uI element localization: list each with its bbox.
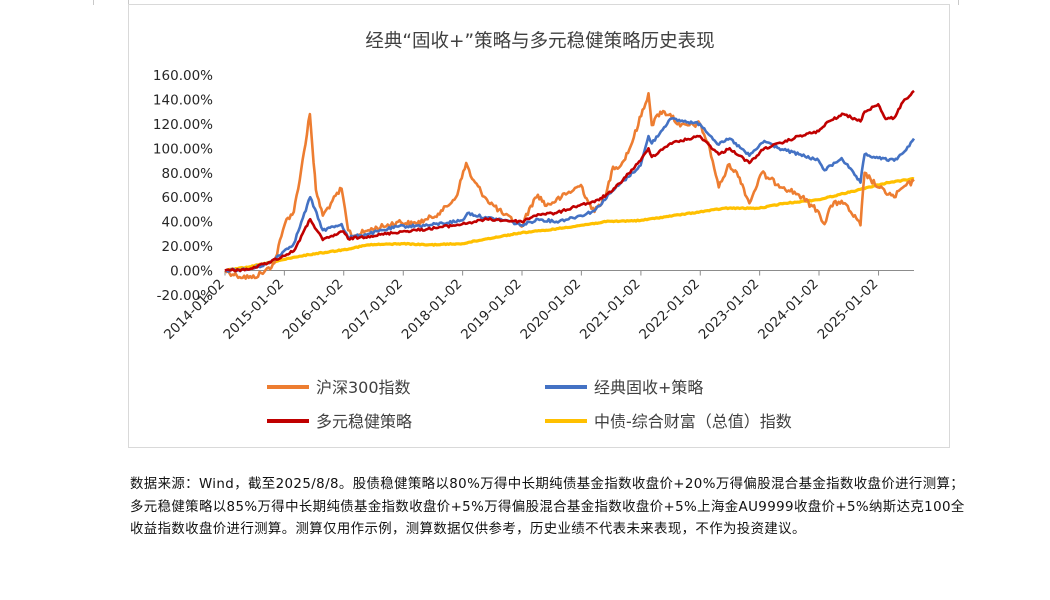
page-corner-mark <box>93 0 94 5</box>
page-corner-mark <box>958 0 959 5</box>
legend-label: 沪深300指数 <box>316 378 411 397</box>
line-chart: 经典“固收+”策略与多元稳健策略历史表现 -20.00% 0.00% 20.00% 4… <box>153 31 916 431</box>
y-tick-label: 160.00% <box>153 68 213 84</box>
x-tick-label: 2020-01-02 <box>517 276 584 343</box>
x-tick-label: 2025-01-02 <box>815 276 882 343</box>
x-tick-label: 2023-01-02 <box>696 276 763 343</box>
y-tick-label: 120.00% <box>153 117 213 133</box>
source-footnote: 数据来源：Wind，截至2025/8/8。股债稳健策略以80%万得中长期纯债基金… <box>130 477 965 538</box>
legend-label: 多元稳健策略 <box>316 412 412 431</box>
x-tick-label: 2014-01-02 <box>161 276 228 343</box>
y-tick-label: 40.00% <box>162 215 214 231</box>
x-tick-label: 2018-01-02 <box>399 276 466 343</box>
x-tick-label: 2015-01-02 <box>220 276 287 343</box>
x-tick-label: 2016-01-02 <box>280 276 347 343</box>
x-tick-label: 2019-01-02 <box>458 276 525 343</box>
y-tick-label: 80.00% <box>162 166 214 182</box>
x-tick-label: 2021-01-02 <box>577 276 644 343</box>
series-line <box>224 117 916 273</box>
x-tick-label: 2022-01-02 <box>636 276 703 343</box>
x-tick-label: 2017-01-02 <box>339 276 406 343</box>
y-tick-label: 140.00% <box>153 92 213 108</box>
y-tick-label: 20.00% <box>162 239 214 255</box>
chart-frame: 经典“固收+”策略与多元稳健策略历史表现 -20.00% 0.00% 20.00% 4… <box>128 4 950 448</box>
series-line <box>224 89 915 273</box>
legend-label: 中债-综合财富（总值）指数 <box>594 412 792 431</box>
x-tick-label: 2024-01-02 <box>755 276 822 343</box>
y-tick-label: 0.00% <box>170 264 213 280</box>
y-tick-label: 100.00% <box>153 141 213 157</box>
series-line <box>224 92 915 280</box>
series-line <box>224 177 915 273</box>
chart-title: 经典“固收+”策略与多元稳健策略历史表现 <box>365 31 714 52</box>
page-corner-mark <box>128 0 129 5</box>
y-tick-label: -20.00% <box>157 288 214 304</box>
y-tick-label: 60.00% <box>162 190 214 206</box>
legend-label: 经典固收+策略 <box>594 378 703 397</box>
